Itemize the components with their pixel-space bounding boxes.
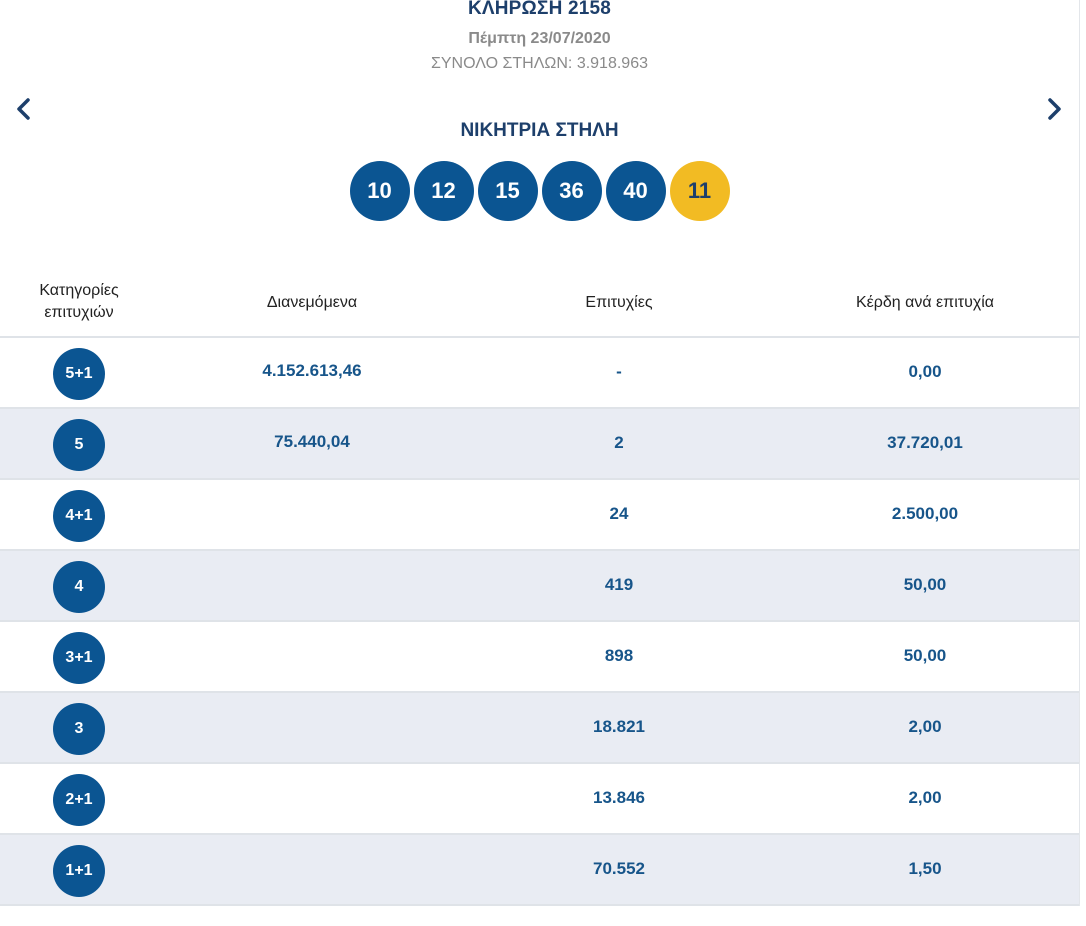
table-row: 5 75.440,04 2 37.720,01 [0,409,1079,480]
table-row: 4 419 50,00 [0,551,1079,622]
header-pool: Διανεμόμενα [266,294,358,311]
category-badge: 4 [53,561,105,613]
winners-cell: 2 [614,433,624,452]
right-divider [1079,0,1080,906]
prize-cell: 1,50 [908,859,942,878]
category-badge: 5+1 [53,348,105,400]
table-row: 1+1 70.552 1,50 [0,835,1079,906]
winners-cell: 18.821 [593,717,645,736]
total-columns: ΣΥΝΟΛΟ ΣΤΗΛΩΝ: 3.918.963 [430,55,648,72]
winning-column-label: ΝΙΚΗΤΡΙΑ ΣΤΗΛΗ [460,120,619,141]
pool-cell: 4.152.613,46 [262,361,362,380]
table-row: 2+1 13.846 2,00 [0,764,1079,835]
chevron-left-icon [17,98,30,120]
category-badge: 2+1 [53,774,105,826]
bonus-number-ball: 11 [669,161,730,221]
prize-cell: 37.720,01 [887,433,963,452]
winners-cell: 419 [604,575,634,594]
prize-cell: 2,00 [908,717,942,736]
winning-numbers: 10 12 15 36 40 11 [0,161,1079,221]
next-draw-button[interactable] [1043,96,1065,122]
winning-number-ball: 12 [413,161,474,221]
prize-cell: 0,00 [908,362,942,381]
draw-title: ΚΛΗΡΩΣΗ 2158 [467,0,612,19]
table-row: 3+1 898 50,00 [0,622,1079,693]
table-row: 5+1 4.152.613,46 - 0,00 [0,338,1079,409]
winners-cell: 898 [604,646,634,665]
winning-number-ball: 10 [349,161,410,221]
table-header: Κατηγορίες επιτυχιών Διανεμόμενα Επιτυχί… [0,268,1079,338]
winning-number-ball: 40 [605,161,666,221]
table-row: 4+1 24 2.500,00 [0,480,1079,551]
prize-cell: 2,00 [908,788,942,807]
header-category: Κατηγορίες επιτυχιών [39,282,119,321]
winners-cell: - [616,362,622,381]
category-badge: 3+1 [53,632,105,684]
prize-table: Κατηγορίες επιτυχιών Διανεμόμενα Επιτυχί… [0,268,1079,906]
pool-cell: 75.440,04 [274,432,350,451]
winning-number-ball: 15 [477,161,538,221]
winners-cell: 13.846 [593,788,645,807]
category-badge: 4+1 [53,490,105,542]
category-badge: 5 [53,419,105,471]
category-badge: 3 [53,703,105,755]
winners-cell: 70.552 [593,859,645,878]
previous-draw-button[interactable] [13,96,35,122]
prize-cell: 50,00 [903,646,947,665]
table-row: 3 18.821 2,00 [0,693,1079,764]
winners-cell: 24 [609,504,629,523]
header-prize: Κέρδη ανά επιτυχία [855,294,995,311]
header-winners: Επιτυχίες [585,294,653,311]
winning-number-ball: 36 [541,161,602,221]
chevron-right-icon [1048,98,1061,120]
category-badge: 1+1 [53,845,105,897]
prize-cell: 50,00 [903,575,947,594]
draw-date: Πέμπτη 23/07/2020 [468,30,611,47]
prize-cell: 2.500,00 [891,504,959,523]
